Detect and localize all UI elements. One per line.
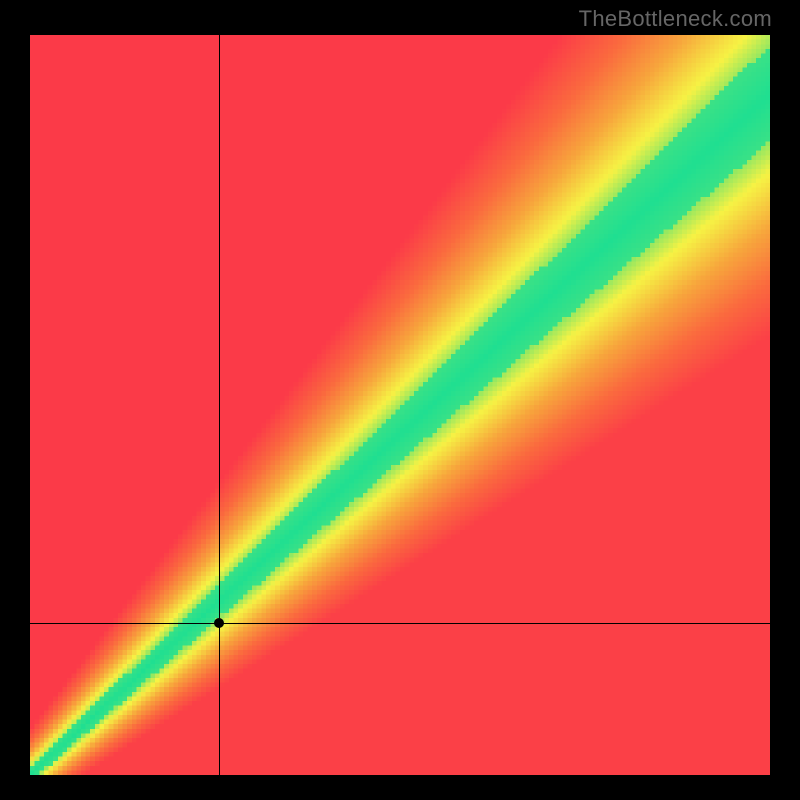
selection-marker[interactable] <box>214 618 224 628</box>
heatmap-canvas <box>30 35 770 775</box>
crosshair-vertical <box>219 35 220 775</box>
heatmap-plot <box>30 35 770 775</box>
chart-container: TheBottleneck.com <box>0 0 800 800</box>
crosshair-horizontal <box>30 623 770 624</box>
watermark-text: TheBottleneck.com <box>579 6 772 32</box>
